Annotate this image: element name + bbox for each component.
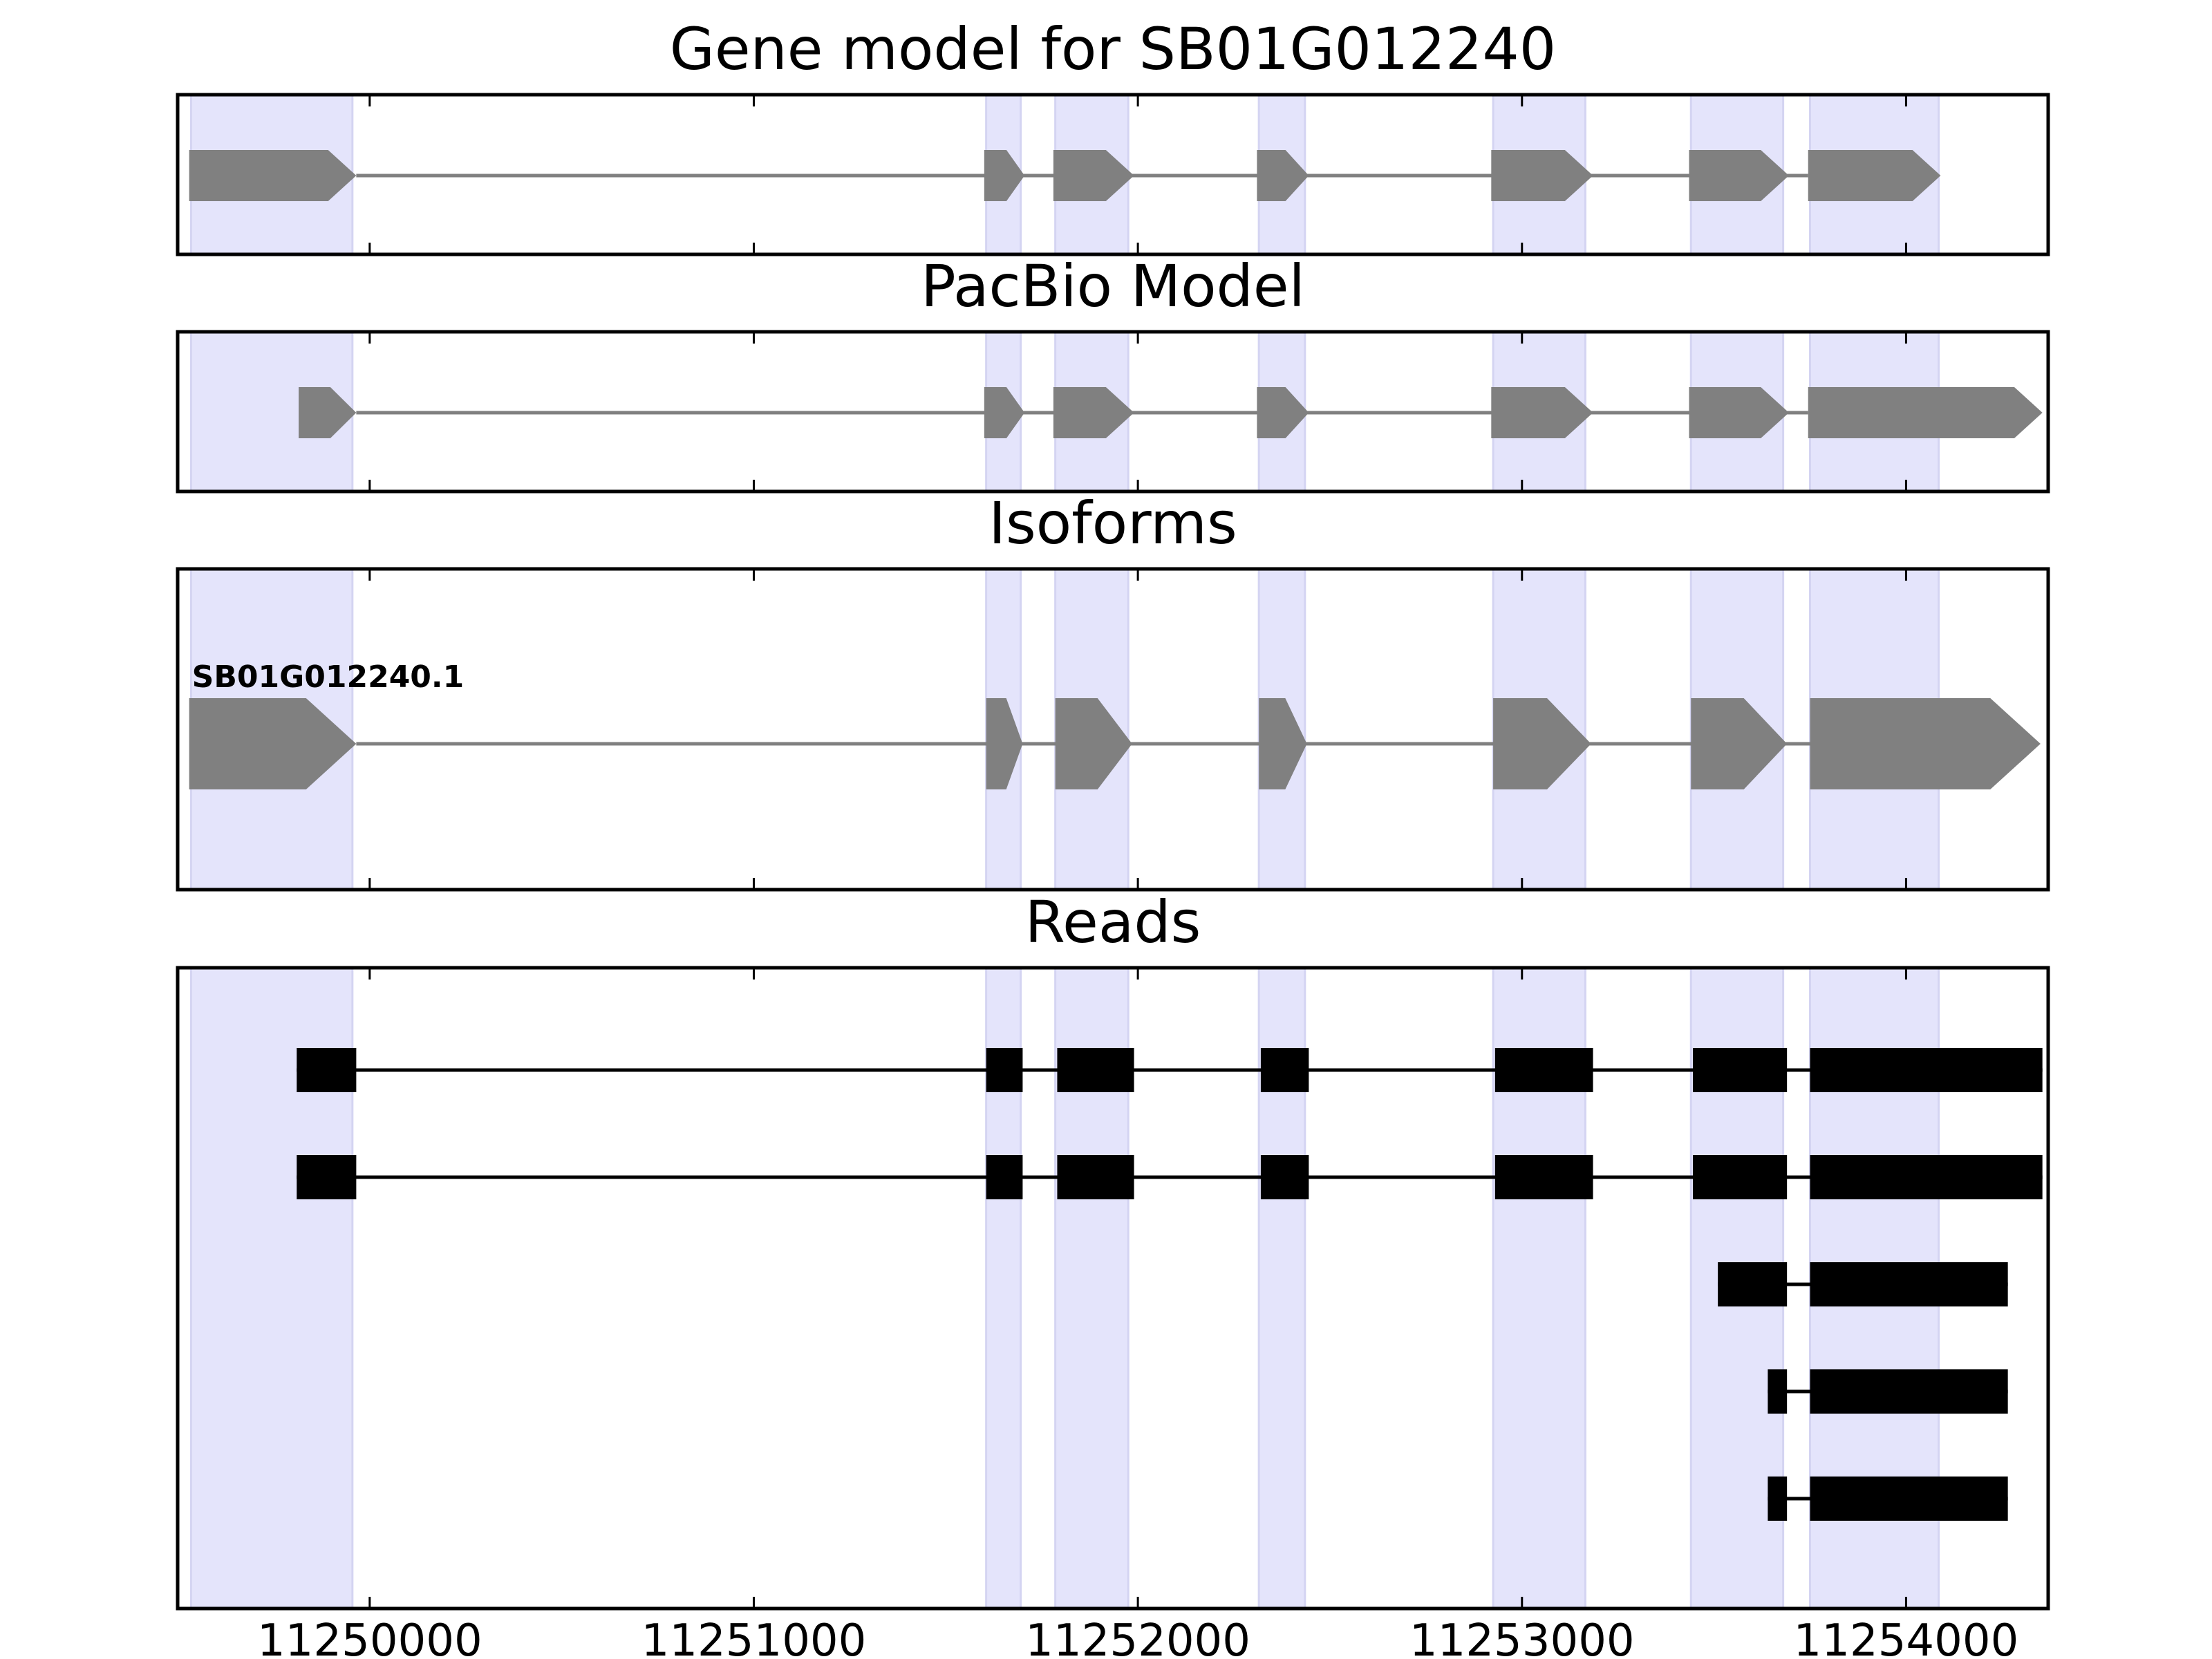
transcript: SB01G012240.1 xyxy=(189,659,2041,789)
exon-block xyxy=(1257,150,1309,201)
exon-block xyxy=(984,150,1025,201)
x-tick-label: 11250000 xyxy=(257,1615,482,1659)
read-exon xyxy=(1768,1477,1788,1521)
exon-block xyxy=(1053,387,1134,438)
transcript xyxy=(299,387,2043,438)
read xyxy=(297,1048,2043,1092)
panel-4: Reads 11250000 11251000 11252000 11253000 112… xyxy=(176,888,2050,1659)
isoform-label: SB01G012240.1 xyxy=(192,659,465,695)
read xyxy=(1768,1477,2008,1521)
exon-block xyxy=(986,698,1023,789)
read-exon xyxy=(1810,1155,2043,1199)
panel-frame xyxy=(176,966,2050,1611)
panel-title: PacBio Model xyxy=(921,252,1305,320)
panel-frame xyxy=(176,93,2050,256)
panel-title: Isoforms xyxy=(988,489,1237,557)
panel-2: PacBio Model xyxy=(176,252,2050,494)
panels-layer: Gene model for SB01G012240 PacBio Model Is… xyxy=(176,15,2050,1659)
exon-block xyxy=(1053,150,1134,201)
read-exon xyxy=(1718,1262,1788,1306)
exon-block xyxy=(1493,698,1591,789)
read-exon xyxy=(1057,1048,1134,1092)
exon-block xyxy=(1810,698,2041,789)
x-tick-label: 11252000 xyxy=(1025,1615,1250,1659)
exon-block xyxy=(1259,698,1307,789)
exon-block xyxy=(1055,698,1132,789)
panel-title: Reads xyxy=(1025,888,1201,956)
read-exon xyxy=(1057,1155,1134,1199)
read-exon xyxy=(1260,1155,1309,1199)
read-exon xyxy=(986,1048,1023,1092)
exon-block xyxy=(189,150,357,201)
read-exon xyxy=(1810,1262,2008,1306)
read xyxy=(1718,1262,2008,1306)
exon-block xyxy=(1808,150,1941,201)
read-exon xyxy=(1810,1369,2008,1414)
read xyxy=(1768,1369,2008,1414)
read-exon xyxy=(297,1048,357,1092)
read-exon xyxy=(1768,1369,1788,1414)
exon-block xyxy=(1491,387,1593,438)
read-exon xyxy=(1693,1155,1788,1199)
read-exon xyxy=(1494,1048,1593,1092)
read-exon xyxy=(1693,1048,1788,1092)
x-tick-label: 11253000 xyxy=(1409,1615,1635,1659)
panel-3: Isoforms SB01G012240.1 xyxy=(176,489,2050,892)
panel-frame xyxy=(176,330,2050,494)
exon-block xyxy=(984,387,1025,438)
exon-block xyxy=(1491,150,1593,201)
read-exon xyxy=(1810,1048,2043,1092)
exon-block xyxy=(1691,698,1788,789)
exon-block xyxy=(1689,387,1789,438)
exon-block xyxy=(1257,387,1309,438)
panel-title: Gene model for SB01G012240 xyxy=(670,15,1556,83)
panel-frame xyxy=(176,567,2050,892)
read-exon xyxy=(1494,1155,1593,1199)
exon-block xyxy=(1808,387,2043,438)
x-tick-label: 11251000 xyxy=(641,1615,867,1659)
exon-block xyxy=(299,387,357,438)
exon-block xyxy=(189,698,357,789)
panel-1: Gene model for SB01G012240 xyxy=(176,15,2050,256)
read-exon xyxy=(1260,1048,1309,1092)
read xyxy=(297,1155,2043,1199)
read-exon xyxy=(1810,1477,2008,1521)
read-exon xyxy=(297,1155,357,1199)
exon-block xyxy=(1689,150,1789,201)
x-tick-label: 11254000 xyxy=(1794,1615,2019,1659)
read-exon xyxy=(986,1155,1023,1199)
transcript xyxy=(189,150,1941,201)
